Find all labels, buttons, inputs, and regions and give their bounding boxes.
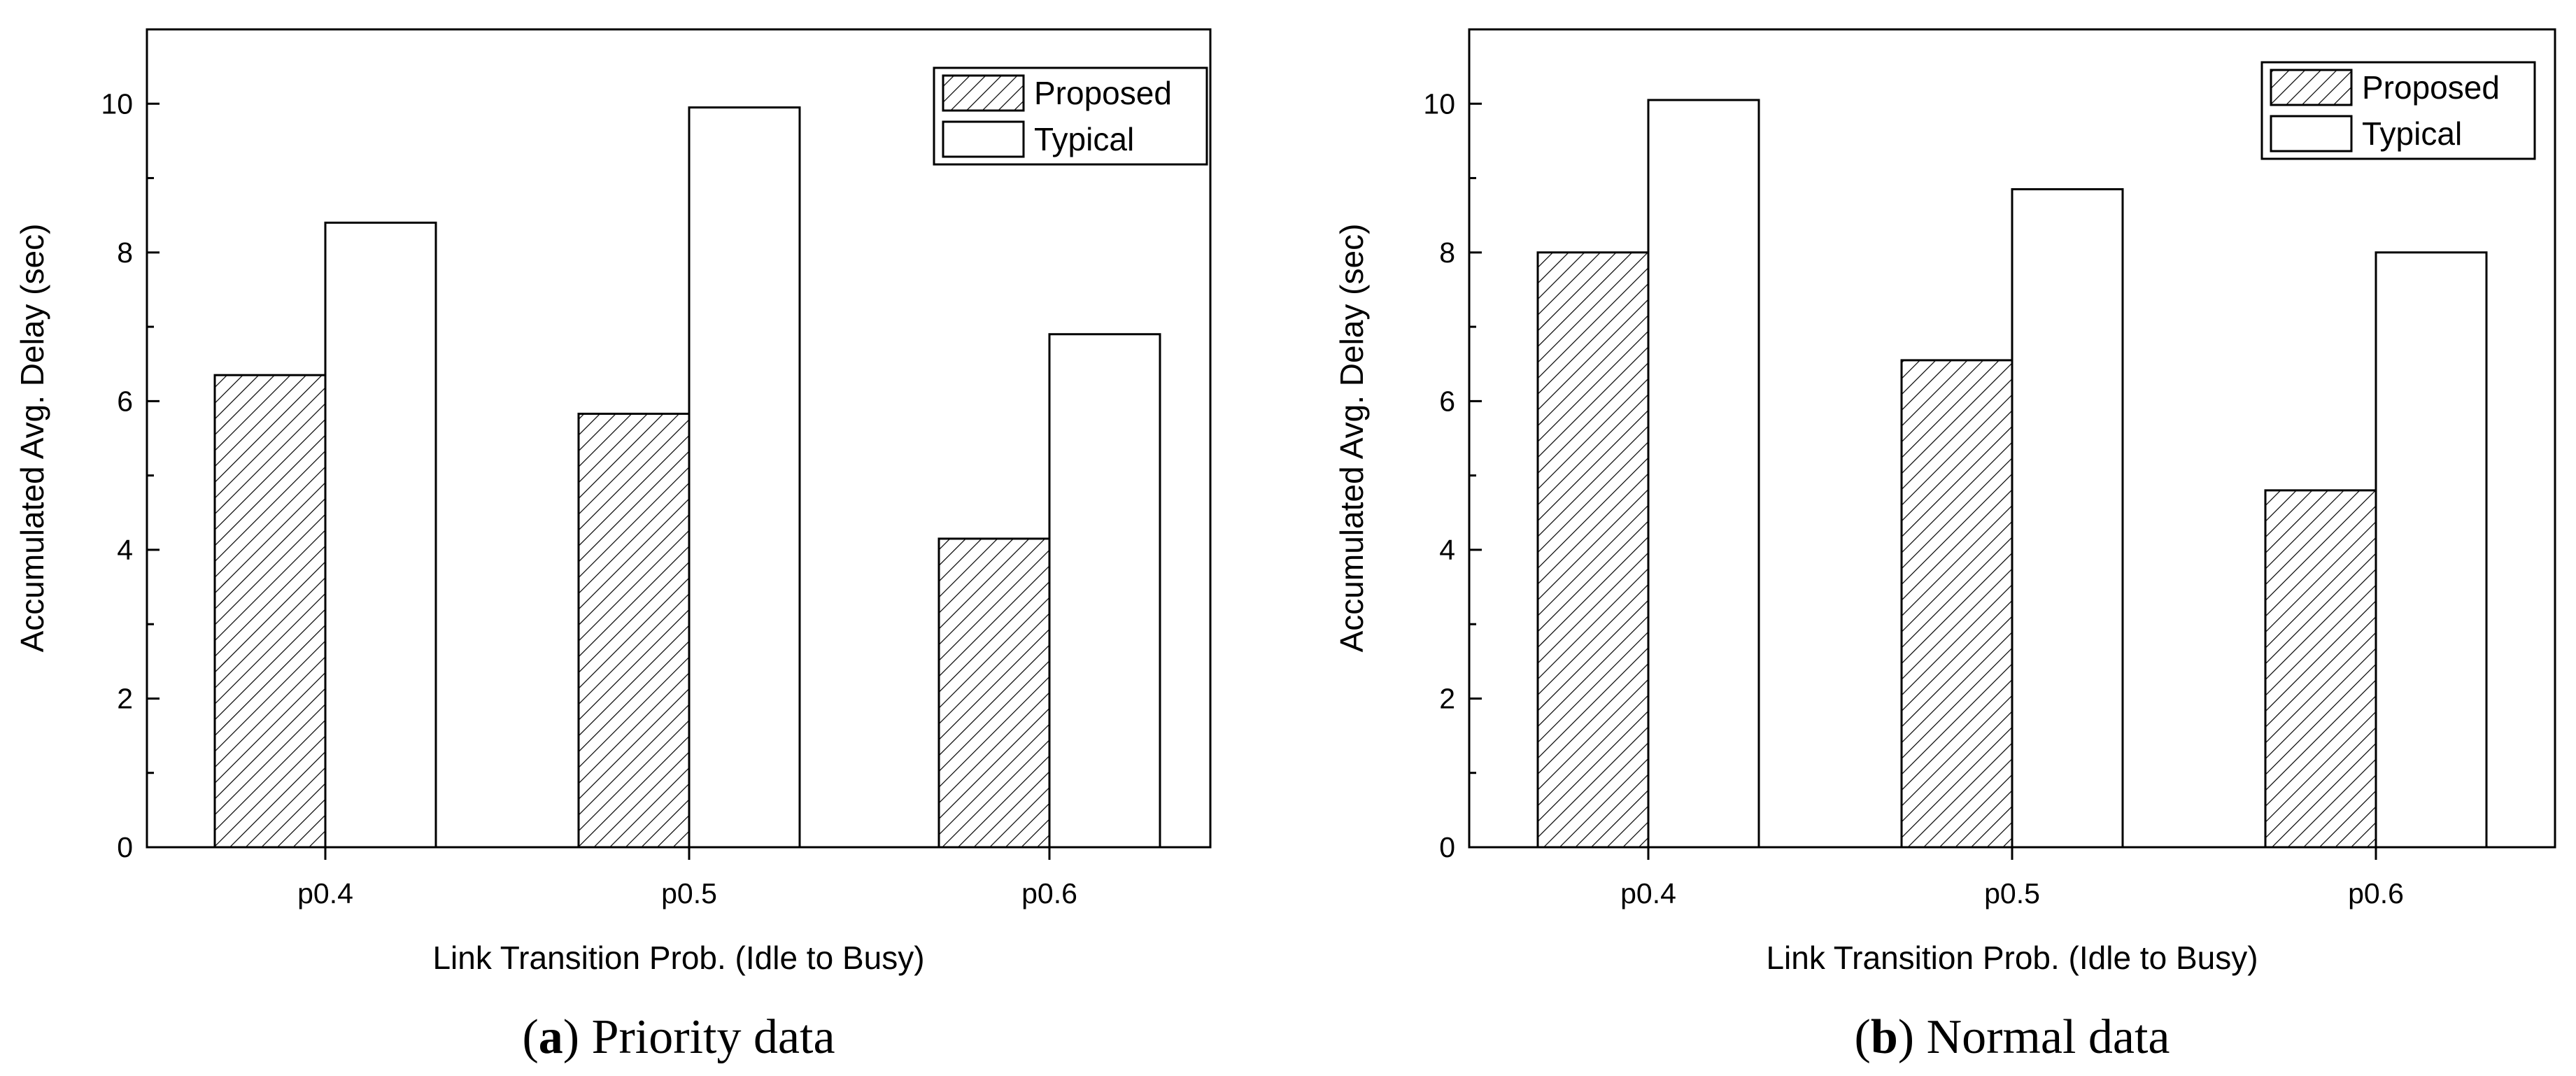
legend-swatch-proposed-a	[942, 74, 1025, 112]
caption-letter-b: b	[1871, 1010, 1898, 1064]
y-tick-label-b: 0	[1439, 831, 1455, 863]
x-ticks-a: p0.4 p0.5 p0.6	[297, 847, 1077, 909]
caption-text-a: Priority data	[579, 1010, 835, 1064]
x-axis-title-a: Link Transition Prob. (Idle to Busy)	[432, 940, 924, 976]
legend-a: Proposed Typical	[933, 66, 1208, 166]
y-tick-label-a: 6	[117, 385, 133, 417]
bar-proposed-p0.5-a	[577, 412, 691, 849]
y-tick-label-a: 0	[117, 831, 133, 863]
x-ticks-b: p0.4 p0.5 p0.6	[1620, 847, 2404, 909]
y-tick-label-b: 6	[1439, 385, 1455, 417]
y-tick-label-b: 2	[1439, 682, 1455, 714]
bar-typical-p0.6-b	[2375, 251, 2488, 849]
y-tick-label-b: 4	[1439, 534, 1455, 566]
x-tick-label-p0.5-a: p0.5	[661, 877, 717, 909]
y-tick-label-b: 8	[1439, 236, 1455, 269]
x-tick-label-p0.6-a: p0.6	[1021, 877, 1077, 909]
legend-label-typical-a: Typical	[1034, 121, 1134, 157]
y-tick-label-a: 4	[117, 534, 133, 566]
y-tick-label-a: 10	[101, 87, 133, 120]
bars-b	[1536, 99, 2488, 849]
caption-a: (a) Priority data	[522, 1010, 835, 1064]
bar-typical-p0.4-a	[324, 221, 437, 849]
bar-typical-p0.4-b	[1647, 99, 1760, 849]
y-axis-title-b: Accumulated Avg. Delay (sec)	[1333, 224, 1370, 653]
legend-label-proposed-a: Proposed	[1034, 75, 1172, 111]
bars-a	[213, 106, 1161, 849]
legend-swatch-proposed-b	[2270, 69, 2353, 106]
bar-proposed-p0.4-b	[1536, 251, 1650, 849]
legend-label-typical-b: Typical	[2362, 115, 2462, 152]
bar-proposed-p0.6-a	[937, 537, 1051, 849]
chart-panel-a: 0 2 4 6 8 10 p0.4 p0.5 p0.6 Accumulated Avg. De…	[14, 28, 1212, 1064]
legend-label-proposed-b: Proposed	[2362, 69, 2500, 106]
bar-typical-p0.6-a	[1048, 333, 1161, 849]
x-tick-label-p0.6-b: p0.6	[2348, 877, 2404, 909]
legend-swatch-typical-a	[942, 120, 1025, 158]
y-tick-label-a: 8	[117, 236, 133, 269]
bar-proposed-p0.4-a	[213, 374, 327, 849]
legend-b: Proposed Typical	[2260, 61, 2536, 160]
x-tick-label-p0.5-b: p0.5	[1984, 877, 2040, 909]
x-tick-label-p0.4-b: p0.4	[1620, 877, 1676, 909]
legend-swatch-typical-b	[2270, 115, 2353, 153]
bar-typical-p0.5-a	[688, 106, 801, 849]
y-ticks-a: 0 2 4 6 8 10	[101, 28, 160, 863]
chart-panel-b: 0 2 4 6 8 10 p0.4 p0.5 p0.6 Accumulated Avg. De…	[1333, 28, 2556, 1064]
y-tick-label-a: 2	[117, 682, 133, 714]
y-axis-title-a: Accumulated Avg. Delay (sec)	[14, 224, 50, 653]
caption-letter-a: a	[539, 1010, 563, 1064]
bar-proposed-p0.6-b	[2264, 489, 2377, 849]
bar-typical-p0.5-b	[2011, 187, 2124, 849]
y-tick-label-b: 10	[1423, 87, 1455, 120]
y-ticks-b: 0 2 4 6 8 10	[1423, 28, 1482, 863]
bar-proposed-p0.5-b	[1900, 359, 2014, 849]
caption-text-b: Normal data	[1914, 1010, 2170, 1064]
x-tick-label-p0.4-a: p0.4	[297, 877, 353, 909]
caption-b: (b) Normal data	[1855, 1010, 2170, 1064]
x-axis-title-b: Link Transition Prob. (Idle to Busy)	[1766, 940, 2258, 976]
